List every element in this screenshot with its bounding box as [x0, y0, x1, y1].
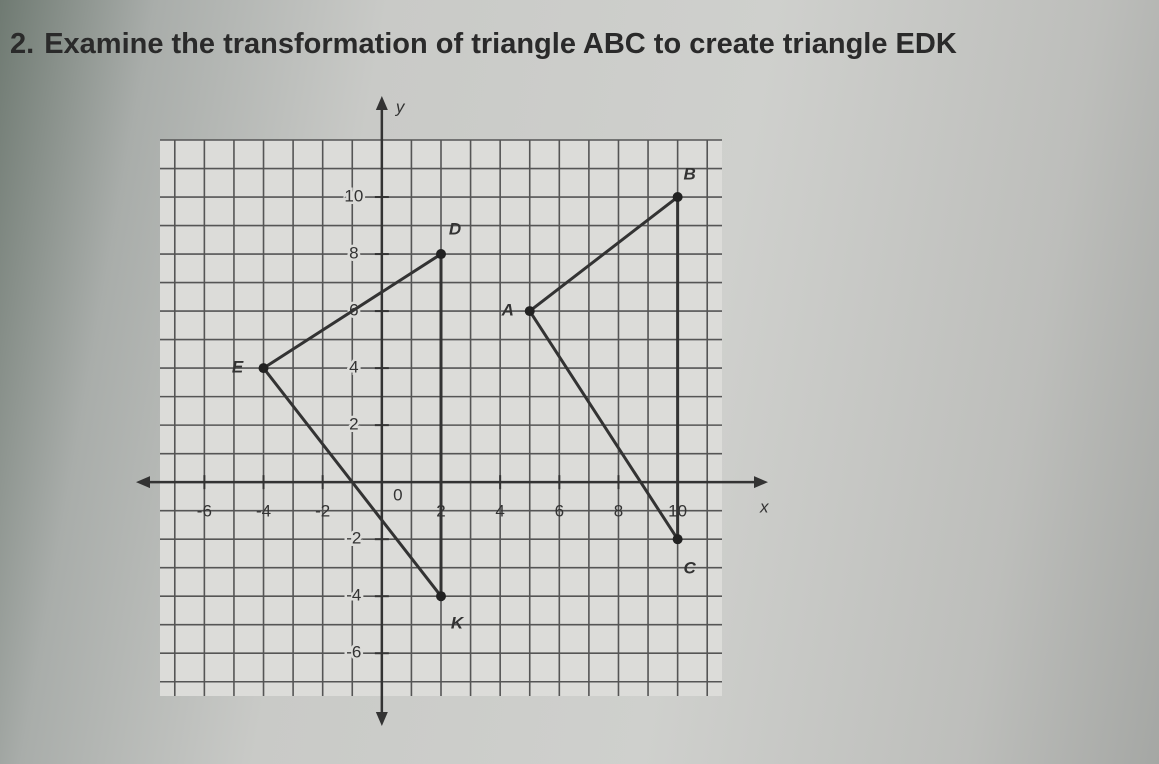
y-axis-label: y [395, 97, 406, 116]
y-tick-label: 4 [349, 358, 358, 377]
triangle [261, 251, 443, 601]
vertex-label: C [683, 559, 696, 578]
arrow [136, 476, 150, 489]
x-tick-label: -2 [315, 502, 330, 521]
vertex-label: D [449, 220, 461, 239]
vertex-label: B [683, 165, 695, 184]
x-tick-label: -4 [256, 502, 271, 521]
question-text: Examine the transformation of triangle A… [44, 28, 957, 60]
y-tick-label: 10 [344, 187, 363, 206]
y-tick-label: 8 [349, 244, 358, 263]
y-tick-label: -6 [346, 643, 361, 662]
x-axis-label: x [759, 498, 769, 517]
vertex [672, 192, 683, 203]
x-tick-label: 6 [555, 502, 564, 521]
x-tick-label: 8 [614, 502, 623, 521]
arrow [754, 476, 768, 489]
vertex [436, 249, 446, 260]
vertex [258, 363, 269, 374]
y-tick-label: -4 [346, 586, 361, 605]
vertex-label: E [232, 358, 244, 377]
vertex-label: A [501, 301, 514, 320]
vertex-label: K [451, 614, 465, 633]
question-number: 2. [10, 28, 35, 60]
arrow [375, 712, 388, 726]
vertex [524, 306, 535, 317]
vertex [672, 534, 683, 545]
question: 2. Examine the transformation of triangle… [10, 28, 967, 61]
vertex [436, 591, 446, 602]
x-tick-label: -6 [197, 502, 212, 521]
x-tick-label: 4 [495, 502, 504, 521]
triangle [527, 193, 680, 545]
arrow [375, 96, 388, 110]
origin-label: 0 [393, 486, 402, 505]
y-tick-label: 2 [349, 415, 358, 434]
y-tick-label: -2 [346, 529, 361, 548]
